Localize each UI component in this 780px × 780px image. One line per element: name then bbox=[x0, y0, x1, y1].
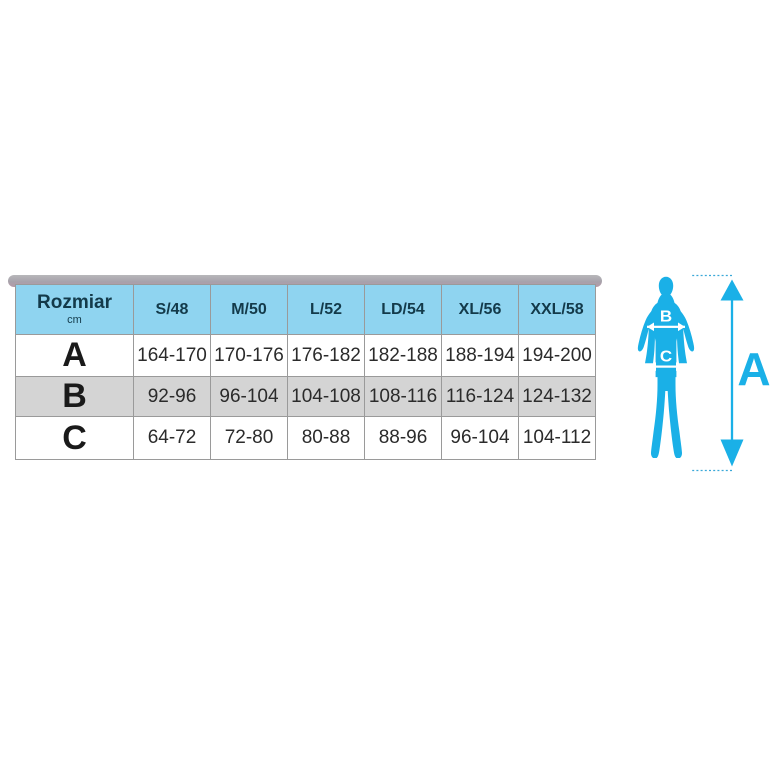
svg-text:A: A bbox=[737, 343, 770, 395]
svg-text:B: B bbox=[660, 308, 672, 325]
svg-text:C: C bbox=[660, 348, 672, 365]
